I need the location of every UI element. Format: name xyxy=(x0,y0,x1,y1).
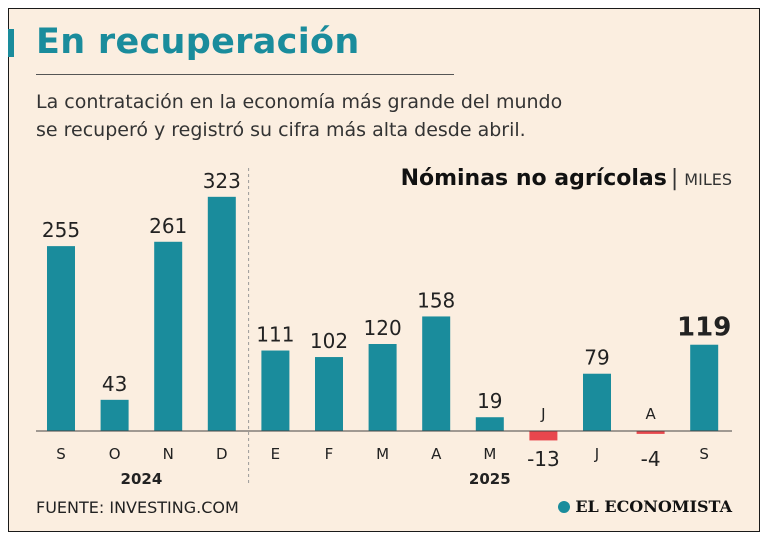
subtitle: La contratación en la economía más grand… xyxy=(36,88,676,144)
subtitle-line-1: La contratación en la economía más grand… xyxy=(36,91,563,113)
bar-4 xyxy=(261,350,290,431)
year-label-0: 2024 xyxy=(121,470,163,488)
bar-2 xyxy=(154,241,183,431)
value-label-7: 158 xyxy=(417,288,455,312)
title-rule xyxy=(36,74,454,75)
value-label-0: 255 xyxy=(42,218,80,242)
category-label-11: A xyxy=(645,405,656,423)
value-label-8: 19 xyxy=(477,389,502,413)
bar-8 xyxy=(475,417,504,431)
category-label-9: J xyxy=(540,405,545,423)
value-label-11: -4 xyxy=(641,447,661,471)
subtitle-line-2: se recuperó y registró su cifra más alta… xyxy=(36,119,526,141)
chart-title: Nóminas no agrícolas | MILES xyxy=(401,166,732,191)
publisher-logo: EL ECONOMISTA xyxy=(558,497,732,516)
category-label-12: S xyxy=(699,445,709,463)
logo-text: EL ECONOMISTA xyxy=(575,497,732,516)
bar-1 xyxy=(100,399,129,431)
value-label-2: 261 xyxy=(149,214,187,238)
bar-3 xyxy=(207,196,236,431)
bar-11 xyxy=(636,431,665,434)
category-label-3: D xyxy=(216,445,228,463)
value-label-4: 111 xyxy=(256,323,294,347)
infographic-card xyxy=(8,8,760,532)
value-label-5: 102 xyxy=(310,329,348,353)
value-label-3: 323 xyxy=(203,169,241,193)
category-label-6: M xyxy=(376,445,389,463)
bar-0 xyxy=(47,246,75,431)
category-label-2: N xyxy=(163,445,174,463)
bar-7 xyxy=(422,316,451,431)
category-label-8: M xyxy=(483,445,496,463)
category-label-7: A xyxy=(431,445,442,463)
chart-title-main: Nóminas no agrícolas xyxy=(400,166,667,191)
page-title: En recuperación xyxy=(36,22,360,62)
logo-icon xyxy=(558,500,571,513)
year-label-1: 2025 xyxy=(469,470,511,488)
value-label-10: 79 xyxy=(584,346,609,370)
category-label-10: J xyxy=(594,445,599,463)
value-label-6: 120 xyxy=(364,316,402,340)
bar-5 xyxy=(315,357,343,431)
bar-12 xyxy=(690,344,719,431)
chart-units: MILES xyxy=(684,170,732,189)
value-label-12: 119 xyxy=(677,313,731,343)
category-label-5: F xyxy=(325,445,334,463)
bar-10 xyxy=(583,373,611,431)
value-label-9: -13 xyxy=(527,447,560,471)
category-label-0: S xyxy=(56,445,66,463)
category-label-4: E xyxy=(271,445,280,463)
bar-6 xyxy=(368,344,397,431)
title-accent-bar xyxy=(8,29,14,57)
value-label-1: 43 xyxy=(102,372,127,396)
chart-title-separator: | xyxy=(670,166,679,191)
category-label-1: O xyxy=(109,445,121,463)
source-note: FUENTE: INVESTING.COM xyxy=(36,498,239,517)
bar-9 xyxy=(529,431,558,441)
